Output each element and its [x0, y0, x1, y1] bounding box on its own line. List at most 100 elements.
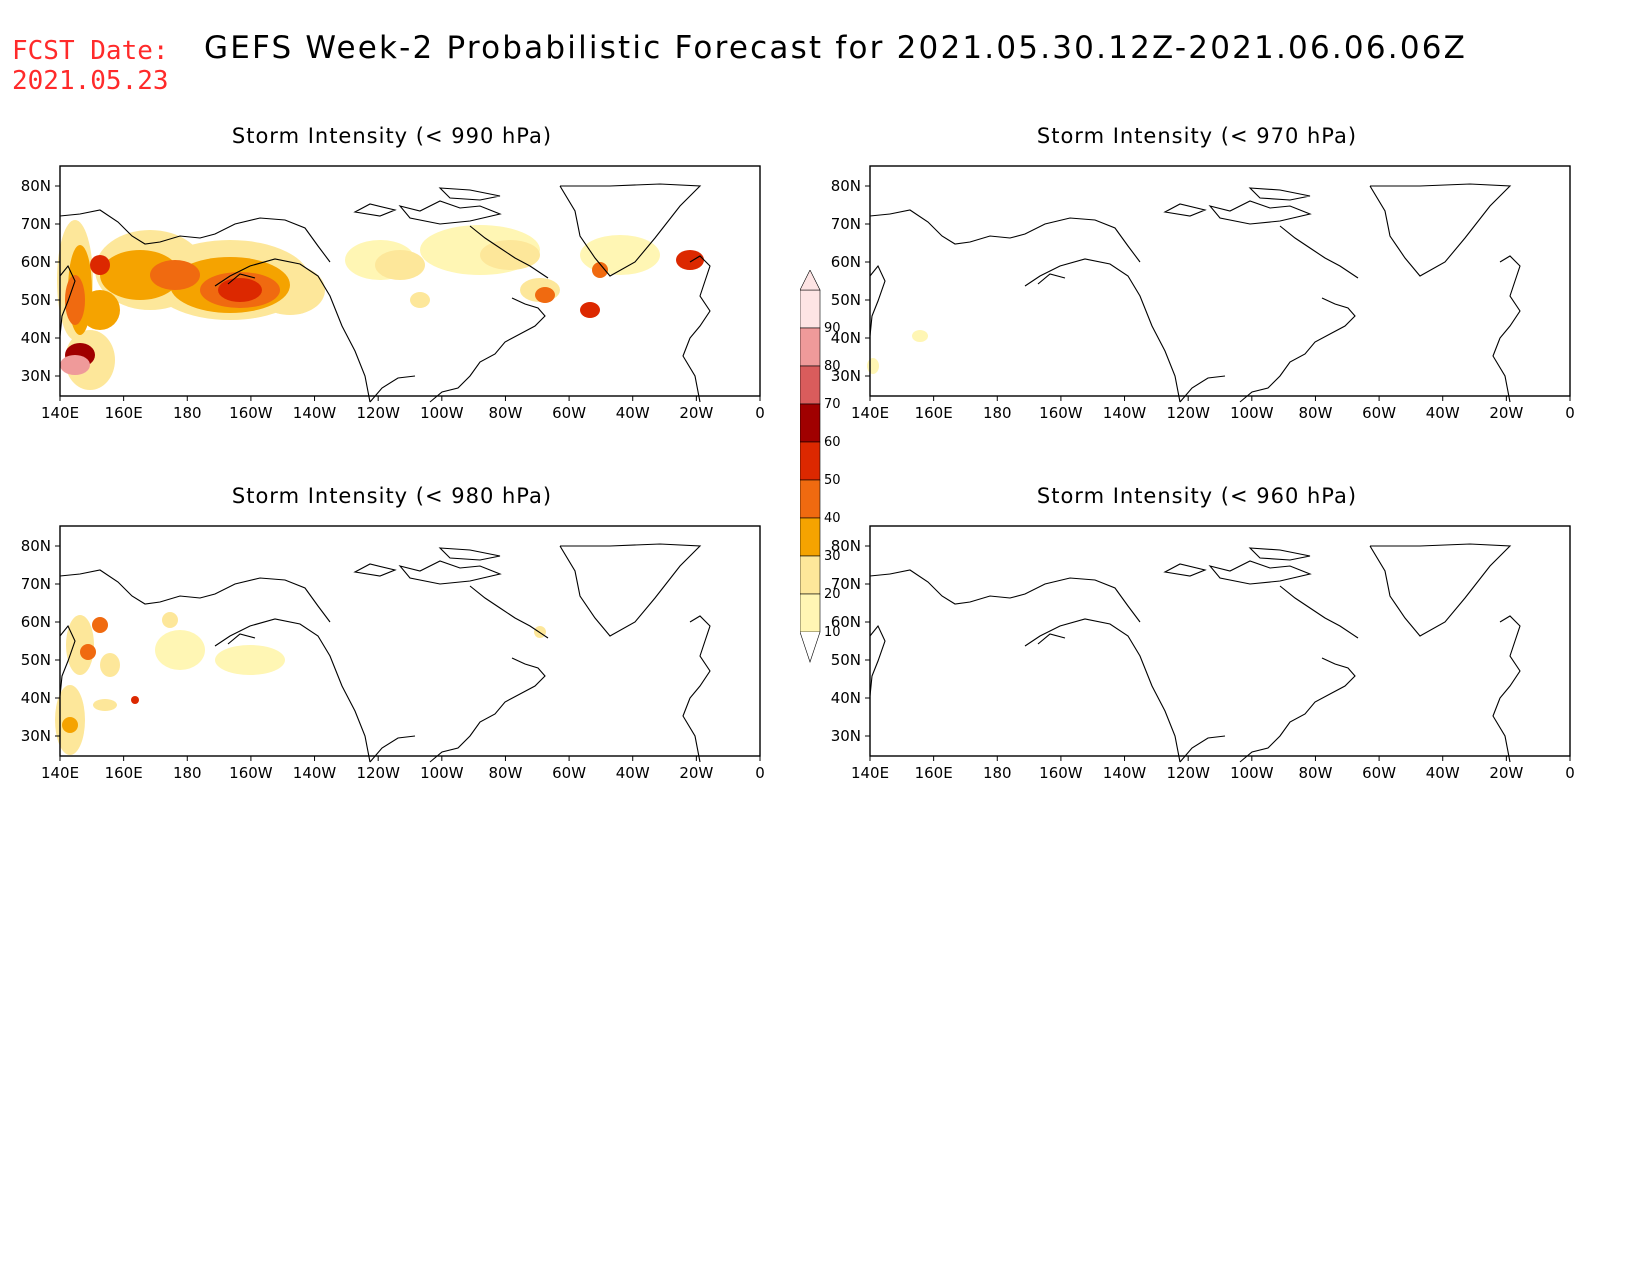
probability-shade — [80, 644, 96, 660]
lon-tick-label: 160E — [105, 404, 143, 422]
lon-tick-label: 0 — [1565, 764, 1575, 782]
lon-tick-label: 160E — [105, 764, 143, 782]
lon-tick-label: 160W — [229, 764, 273, 782]
forecast-date: FCST Date: 2021.05.23 — [12, 36, 169, 96]
probability-shade — [155, 630, 205, 670]
lon-tick-label: 20W — [1489, 764, 1523, 782]
lat-tick-label: 70N — [831, 215, 861, 233]
map-panel-980: 140E 160E 180 160W 140W 120W 100W 80W 60W 40W 20W 0… — [21, 525, 765, 782]
main-title: GEFS Week-2 Probabilistic Forecast for 2… — [204, 30, 1468, 66]
lon-tick-label: 120W — [1166, 404, 1210, 422]
lon-tick-label: 120W — [356, 764, 400, 782]
lat-tick-label: 40N — [831, 689, 861, 707]
panel-title-970: Storm Intensity (< 970 hPa) — [1036, 124, 1358, 148]
panel-title-960: Storm Intensity (< 960 hPa) — [1036, 484, 1358, 508]
probability-shade — [580, 302, 600, 318]
probability-shade — [92, 617, 108, 633]
map-frame — [869, 525, 1571, 757]
coastlines — [869, 183, 1521, 403]
lon-tick-label: 160W — [1039, 404, 1083, 422]
lat-tick-label: 70N — [21, 575, 51, 593]
lat-tick-label: 70N — [21, 215, 51, 233]
colorbar-swatch — [800, 441, 821, 481]
colorbar-label: 60 — [824, 435, 841, 450]
coastlines — [869, 543, 1521, 763]
map-frame — [59, 525, 761, 757]
lon-tick-label: 40W — [616, 404, 650, 422]
probability-shade — [131, 696, 139, 704]
probability-shade — [676, 250, 704, 270]
coastlines — [59, 543, 711, 763]
probability-shade — [580, 235, 660, 275]
probability-shade — [215, 645, 285, 675]
probability-shade — [100, 250, 180, 300]
lat-tick-label: 80N — [831, 537, 861, 555]
panel-title-980: Storm Intensity (< 980 hPa) — [231, 484, 553, 508]
colorbar-swatch — [800, 327, 821, 367]
colorbar-swatch — [800, 403, 821, 443]
lat-tick-label: 50N — [831, 291, 861, 309]
probability-shade — [218, 278, 262, 302]
lon-tick-label: 160W — [1039, 764, 1083, 782]
lon-tick-label: 180 — [983, 404, 1012, 422]
lon-tick-label: 160W — [229, 404, 273, 422]
lon-tick-label: 0 — [755, 404, 765, 422]
lon-tick-label: 60W — [1362, 764, 1396, 782]
lon-tick-label: 180 — [173, 764, 202, 782]
lon-tick-label: 40W — [616, 764, 650, 782]
colorbar-swatch — [800, 365, 821, 405]
probability-shade — [535, 287, 555, 303]
probability-shade — [65, 275, 85, 325]
probability-shade — [150, 260, 200, 290]
colorbar-swatch — [800, 479, 821, 519]
lon-tick-label: 0 — [1565, 404, 1575, 422]
lon-tick-label: 80W — [1298, 404, 1332, 422]
colorbar-label: 50 — [824, 473, 841, 488]
colorbar-label: 20 — [824, 587, 841, 602]
lon-tick-label: 60W — [552, 404, 586, 422]
coastlines — [59, 183, 711, 403]
forecast-date-label: FCST Date: — [12, 36, 169, 66]
lon-tick-label: 140W — [293, 404, 337, 422]
lon-tick-label: 160E — [915, 764, 953, 782]
lon-tick-label: 140E — [851, 764, 889, 782]
lat-tick-label: 60N — [21, 253, 51, 271]
lon-tick-label: 140E — [41, 764, 79, 782]
lat-tick-label: 40N — [21, 689, 51, 707]
map-frame — [59, 165, 761, 397]
lon-tick-label: 160E — [915, 404, 953, 422]
lon-tick-label: 60W — [552, 764, 586, 782]
lon-tick-label: 80W — [488, 404, 522, 422]
lat-tick-label: 40N — [21, 329, 51, 347]
map-frame — [869, 165, 1571, 397]
lon-tick-label: 20W — [679, 764, 713, 782]
probability-shade — [162, 612, 178, 628]
lat-tick-label: 40N — [831, 329, 861, 347]
colorbar-swatch — [800, 593, 821, 633]
lon-tick-label: 40W — [1426, 764, 1460, 782]
lon-tick-label: 140E — [851, 404, 889, 422]
probability-shade — [90, 255, 110, 275]
probability-shade — [62, 717, 78, 733]
map-panel-960: 140E 160E 180 160W 140W 120W 100W 80W 60W 40W 20W 0… — [831, 525, 1575, 782]
lon-tick-label: 120W — [356, 404, 400, 422]
lon-tick-label: 180 — [173, 404, 202, 422]
colorbar-swatch — [800, 289, 821, 329]
lat-tick-label: 80N — [21, 177, 51, 195]
lon-tick-label: 140W — [293, 764, 337, 782]
lat-tick-label: 70N — [831, 575, 861, 593]
probability-colorbar: 10 20 30 40 50 60 70 80 90 — [800, 270, 841, 663]
lat-tick-label: 50N — [21, 651, 51, 669]
lon-tick-label: 0 — [755, 764, 765, 782]
lat-tick-label: 30N — [831, 367, 861, 385]
colorbar-swatch — [800, 555, 821, 595]
forecast-date-value: 2021.05.23 — [12, 66, 169, 96]
lon-tick-label: 100W — [1230, 764, 1274, 782]
lat-tick-label: 30N — [21, 727, 51, 745]
probability-shade — [80, 290, 120, 330]
panel-title-990: Storm Intensity (< 990 hPa) — [231, 124, 553, 148]
lon-tick-label: 80W — [1298, 764, 1332, 782]
lon-tick-label: 100W — [420, 764, 464, 782]
probability-shade — [534, 626, 546, 638]
lon-tick-label: 40W — [1426, 404, 1460, 422]
